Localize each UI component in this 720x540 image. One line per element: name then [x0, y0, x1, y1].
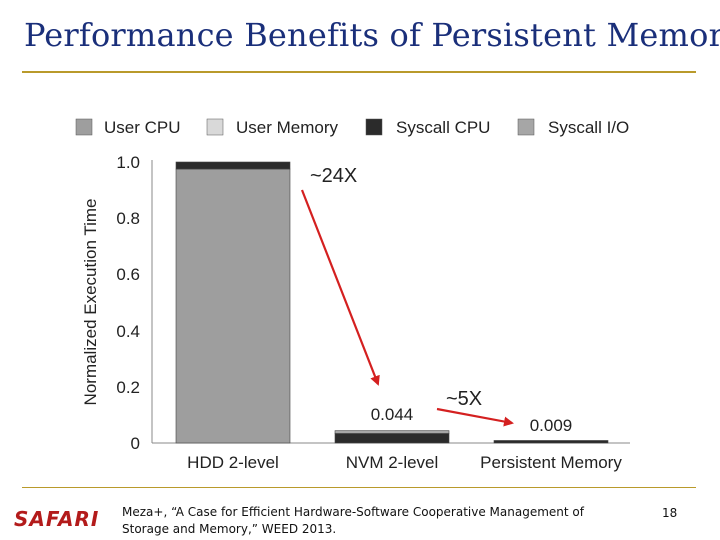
y-tick-label-1.0: 1.0: [116, 153, 140, 172]
bar-nvm-2-level-syscall-i-o: [334, 430, 450, 434]
bar-chart: User CPU User Memory Syscall CPU Syscall…: [75, 118, 630, 472]
chart-legend: User CPU User Memory Syscall CPU Syscall…: [75, 118, 629, 137]
citation-text: Meza+, “A Case for Efficient Hardware-So…: [122, 504, 642, 538]
bar-hdd-2-level-syscall-cpu: [175, 161, 291, 170]
citation-line-2: Storage and Memory,” WEED 2013.: [122, 522, 337, 536]
annotation-arrow-24x: [300, 189, 380, 386]
y-tick-labels: 0 0.2 0.4 0.6 0.8 1.0: [116, 153, 140, 453]
y-tick-label-0.8: 0.8: [116, 209, 140, 228]
y-tick-label-0.4: 0.4: [116, 322, 140, 341]
x-tick-labels: HDD 2-level NVM 2-level Persistent Memor…: [187, 453, 622, 472]
bar-hdd-2-level-user-cpu: [175, 168, 291, 444]
legend-label-syscall-cpu: Syscall CPU: [396, 118, 490, 137]
bar-persistent-memory-syscall-cpu: [493, 440, 609, 444]
x-tick-label-hdd: HDD 2-level: [187, 453, 279, 472]
slide-number: 18: [662, 506, 678, 520]
safari-logo: SAFARI: [14, 507, 100, 531]
y-tick-label-0: 0: [131, 434, 140, 453]
legend-label-user-cpu: User CPU: [104, 118, 181, 137]
data-label-persistent: 0.009: [530, 416, 573, 435]
legend-swatch-syscall-cpu: [365, 118, 383, 136]
annotation-5x: ~5X: [446, 388, 482, 410]
x-tick-label-persistent: Persistent Memory: [480, 453, 622, 472]
legend-swatch-user-memory: [206, 118, 224, 136]
title-divider: [22, 71, 696, 73]
y-tick-label-0.6: 0.6: [116, 265, 140, 284]
data-label-nvm: 0.044: [371, 405, 414, 424]
bar-group: [175, 161, 609, 444]
legend-label-user-memory: User Memory: [236, 118, 339, 137]
footer-divider: [22, 487, 696, 488]
slide-title: Performance Benefits of Persistent Memor…: [24, 16, 720, 54]
annotation-24x: ~24X: [310, 165, 357, 187]
y-axis-label: Normalized Execution Time: [81, 199, 100, 406]
y-tick-label-0.2: 0.2: [116, 378, 140, 397]
annotation-arrow-5x: [436, 407, 514, 427]
legend-swatch-user-cpu: [75, 118, 93, 136]
legend-label-syscall-io: Syscall I/O: [548, 118, 629, 137]
x-tick-label-nvm: NVM 2-level: [346, 453, 439, 472]
bar-nvm-2-level-syscall-cpu: [334, 433, 450, 444]
legend-swatch-syscall-io: [517, 118, 535, 136]
citation-line-1: Meza+, “A Case for Efficient Hardware-So…: [122, 505, 584, 519]
